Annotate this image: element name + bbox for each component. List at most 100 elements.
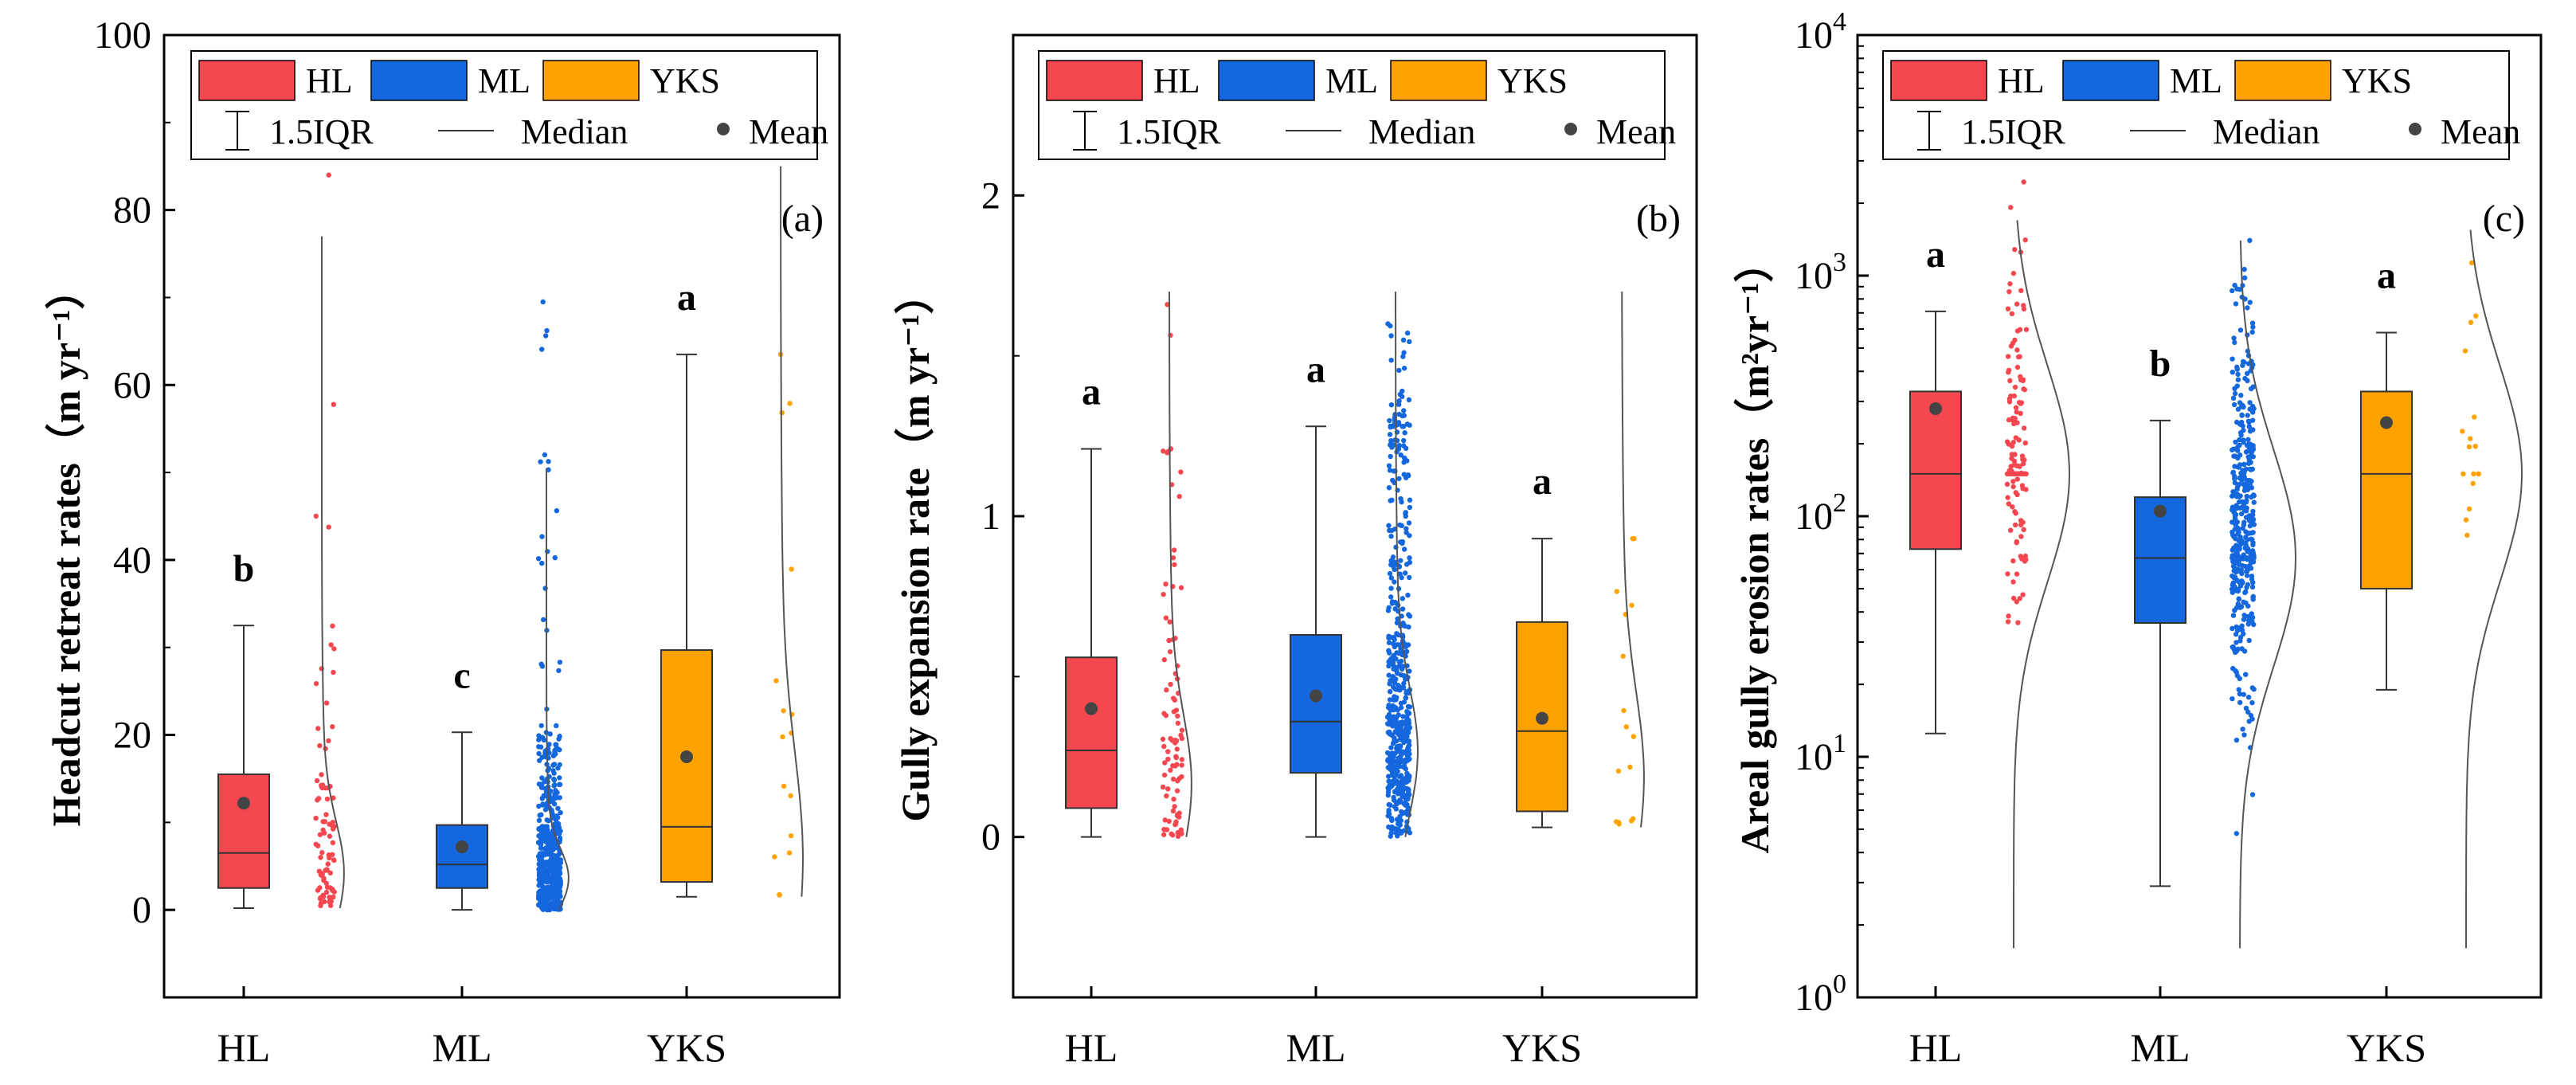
data-point [2233,439,2238,445]
data-point [2249,699,2255,706]
legend-swatch-ml [1218,60,1315,101]
y-tick-label: 100 [1795,969,1846,1019]
data-point [2240,727,2245,732]
data-point [1400,606,1406,612]
data-point [1399,574,1404,581]
data-point [1631,535,1637,542]
data-point [1405,472,1411,479]
data-point [555,765,561,771]
data-point [1396,411,1402,417]
data-point [2238,419,2245,425]
legend-swatch-ml [2062,60,2159,101]
data-point [2466,444,2472,450]
data-point [1176,776,1182,781]
data-point [550,753,557,758]
data-point [2241,648,2248,654]
data-point [1167,648,1173,655]
data-point [538,845,544,851]
data-point [2018,410,2023,417]
data-point [536,733,542,738]
data-point [1386,527,1392,534]
significance-letter: a [1082,370,1101,413]
data-point [1400,791,1406,797]
data-point [555,805,561,811]
data-point [319,850,325,856]
data-point [2010,270,2017,276]
data-point [2004,439,2010,445]
data-point [542,452,548,458]
data-point [1401,366,1407,371]
mean-dot [1929,401,1942,415]
data-point [1386,824,1392,830]
data-point [1179,831,1184,836]
data-point [2008,393,2014,399]
y-tick-label: 2 [981,174,1000,217]
data-point [2460,429,2465,434]
data-point [2237,554,2242,560]
data-point [1403,749,1408,754]
data-point [536,750,542,757]
data-point [2245,603,2251,609]
box-ml [436,824,488,889]
data-point [551,782,558,788]
data-point [1398,452,1403,458]
data-point [2246,456,2253,462]
data-point [1402,430,1407,436]
data-point [2006,613,2011,619]
data-point [1388,657,1393,663]
data-point [323,700,330,706]
data-point [1396,401,1402,407]
data-point [327,855,332,861]
data-point [1386,663,1392,669]
data-point [542,852,548,858]
data-point [2237,287,2243,292]
data-point [1400,337,1407,343]
data-point [1389,817,1395,824]
y-axis-label: Gully expansion rate（m yr⁻¹） [893,274,938,821]
data-point [1629,602,1634,608]
data-point [2020,460,2026,467]
data-point [557,891,562,897]
data-point [788,832,794,839]
data-point [540,299,546,305]
data-point [1396,446,1402,452]
data-point [2235,371,2241,378]
data-point [2241,732,2247,738]
box-yks [660,649,713,883]
data-point [2230,395,2237,401]
data-point [326,172,331,178]
data-point [321,877,327,883]
data-point [1170,695,1176,701]
data-point [2011,393,2018,399]
data-point [1162,760,1168,766]
data-point [552,791,558,797]
mean-dot [456,840,468,854]
data-point [2468,319,2474,325]
box-ml [1290,633,1342,774]
data-point [548,856,554,862]
data-point [323,812,329,817]
x-tick-label-yks: YKS [647,1025,726,1070]
data-point [536,817,542,824]
data-point [315,796,322,801]
data-point [2237,691,2243,697]
data-point [1394,695,1400,700]
data-point [2236,526,2241,532]
y-tick-label: 40 [113,539,151,582]
data-point [1170,776,1176,782]
data-point [539,560,545,566]
data-point [1396,476,1402,481]
data-point [1395,768,1400,774]
data-point [1168,681,1173,687]
legend-label-ml: ML [1325,61,1378,100]
data-point [773,678,779,684]
data-point [323,785,328,791]
data-point [549,852,554,857]
data-point [1398,705,1404,711]
data-point [1388,562,1394,568]
legend-label-ml: ML [478,61,530,100]
data-point [1388,761,1395,766]
data-point [2008,464,2014,469]
data-point [322,899,327,905]
data-point [544,824,550,829]
